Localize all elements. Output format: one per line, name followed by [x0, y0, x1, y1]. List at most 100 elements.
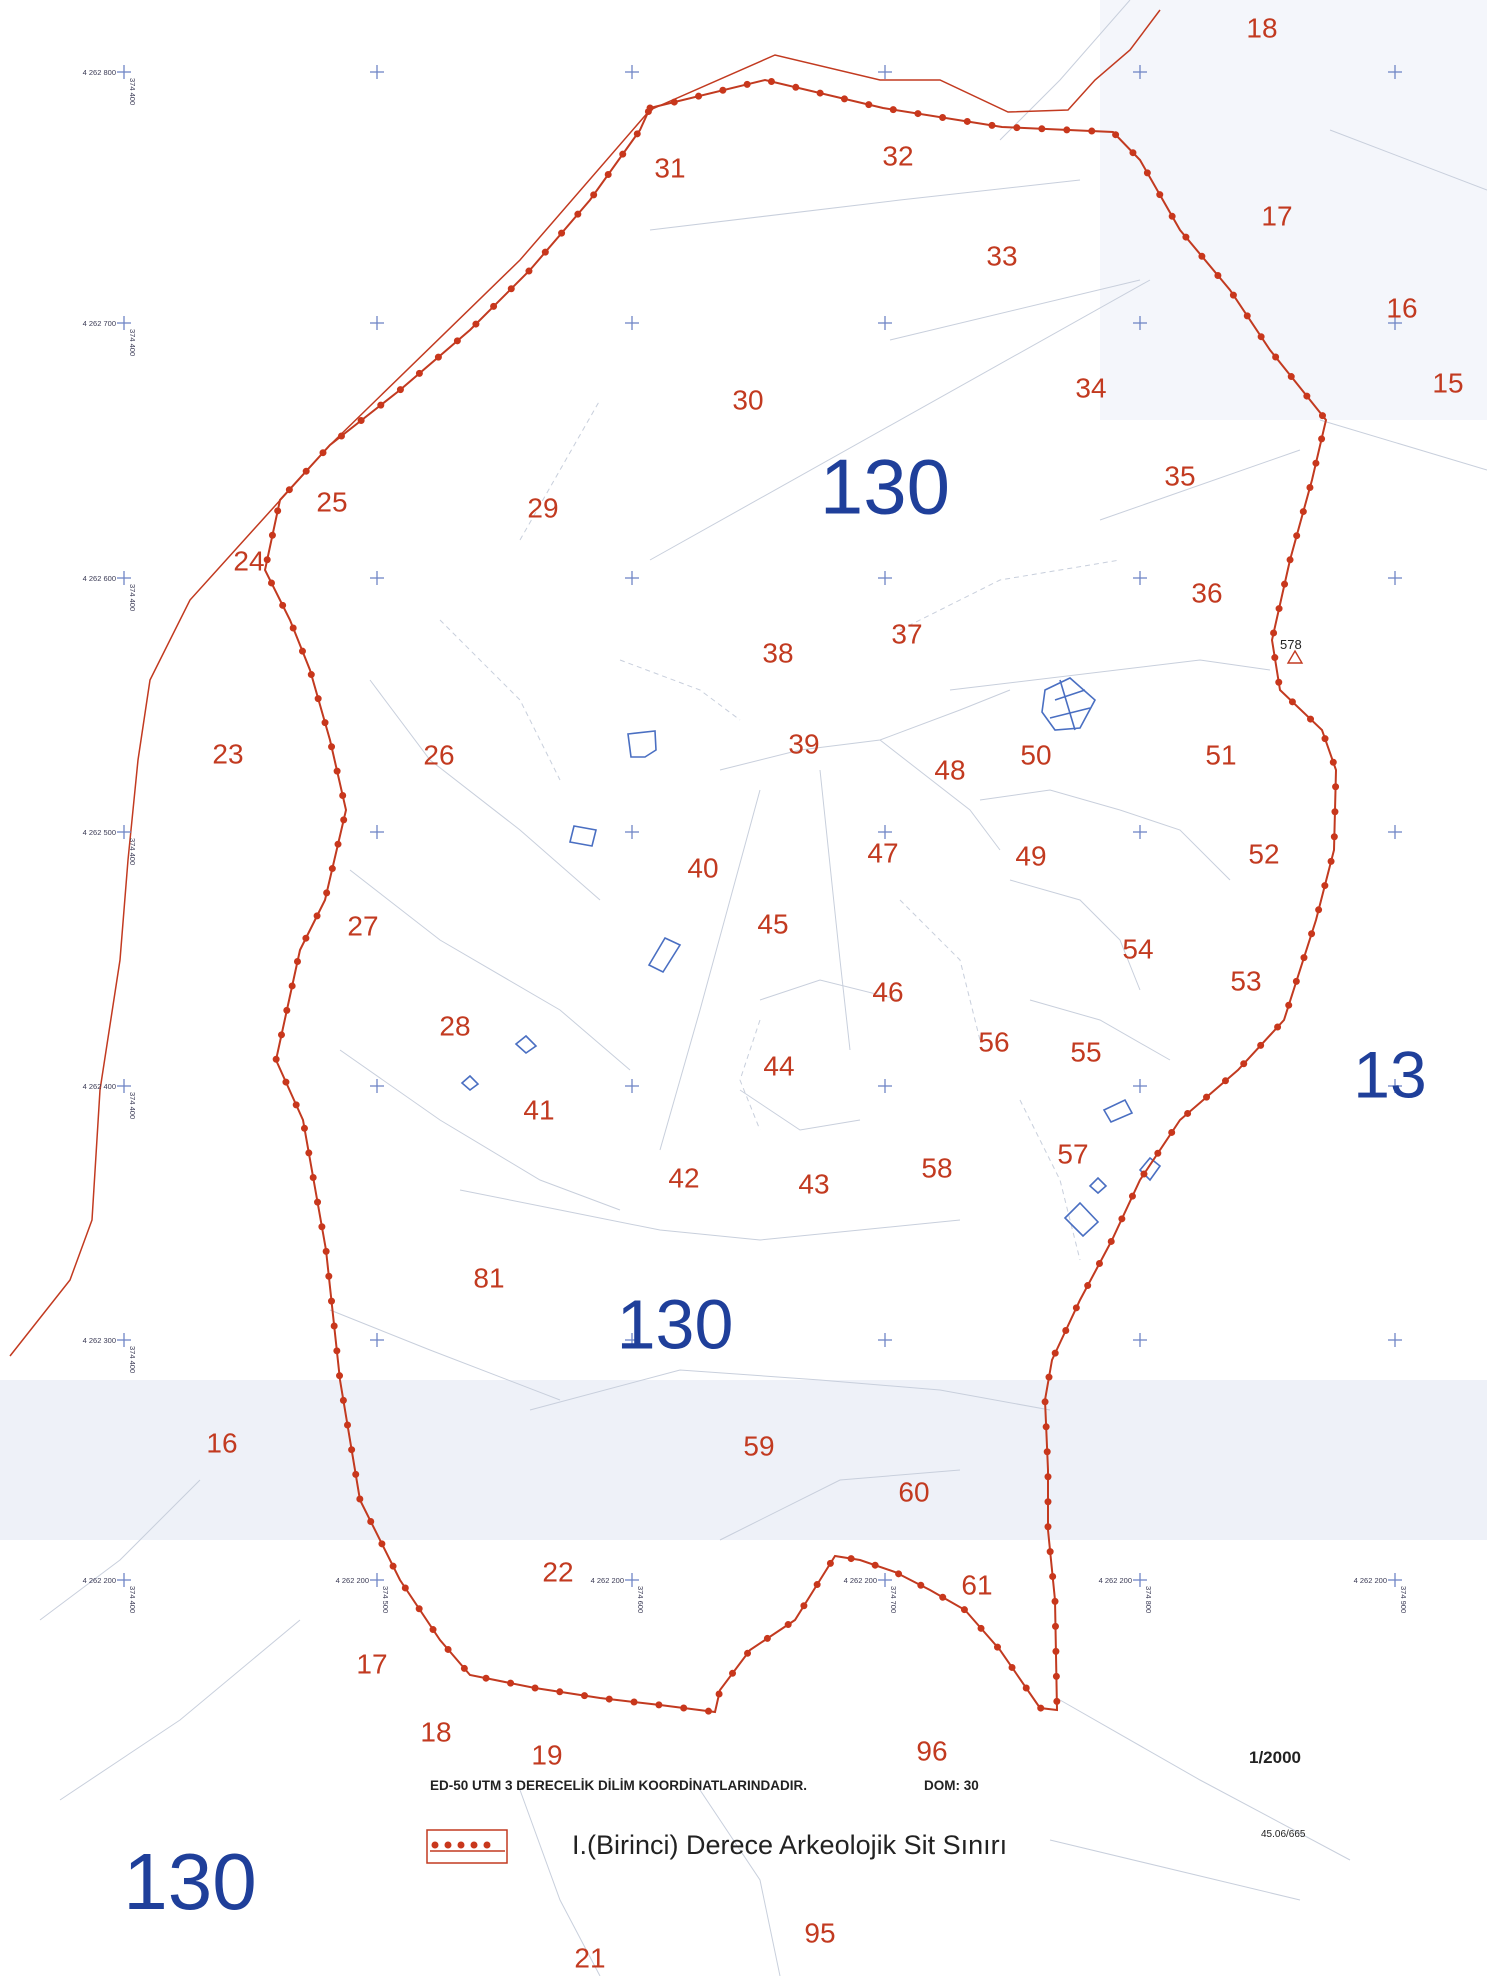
legend-swatch — [426, 1829, 508, 1864]
easting-label: 374 400 — [128, 1586, 137, 1613]
parcel-number: 53 — [1230, 965, 1261, 996]
parcel-number: 21 — [574, 1942, 605, 1973]
parcel-number: 95 — [804, 1917, 835, 1948]
easting-label: 374 500 — [381, 1586, 390, 1613]
parcel-number: 37 — [891, 618, 922, 649]
parcel-number: 27 — [347, 910, 378, 941]
easting-label: 374 400 — [128, 78, 137, 105]
background-wash — [1100, 0, 1487, 420]
grid-cross — [117, 571, 131, 585]
grid-cross — [625, 65, 639, 79]
block-number: 13 — [1353, 1037, 1426, 1111]
grid-cross — [117, 316, 131, 330]
parcel-number: 50 — [1020, 739, 1051, 770]
northing-label: 4 262 200 — [844, 1576, 877, 1585]
parcel-number: 56 — [978, 1026, 1009, 1057]
grid-cross — [625, 825, 639, 839]
grid-cross — [117, 65, 131, 79]
grid-cross — [1133, 1573, 1147, 1587]
grid-cross — [1133, 1333, 1147, 1347]
northing-label: 4 262 200 — [1354, 1576, 1387, 1585]
grid-cross — [370, 825, 384, 839]
northing-label: 4 262 200 — [1099, 1576, 1132, 1585]
parcel-number: 57 — [1057, 1138, 1088, 1169]
grid-cross — [117, 1573, 131, 1587]
parcel-number: 46 — [872, 976, 903, 1007]
grid-cross — [370, 1079, 384, 1093]
grid-cross — [878, 1573, 892, 1587]
grid-cross — [625, 1333, 639, 1347]
scale-label: 1/2000 — [1249, 1748, 1301, 1767]
grid-cross — [1388, 1333, 1402, 1347]
parcel-number: 33 — [986, 240, 1017, 271]
grid-cross — [1133, 316, 1147, 330]
elevation-label: 578 — [1280, 637, 1302, 652]
parcel-number: 59 — [743, 1430, 774, 1461]
grid-cross — [625, 571, 639, 585]
grid-crosses — [117, 65, 1402, 1587]
grid-cross — [370, 316, 384, 330]
parcel-number: 81 — [473, 1262, 504, 1293]
parcel-number: 16 — [1386, 292, 1417, 323]
legend-label: I.(Birinci) Derece Arkeolojik Sit Sınırı — [572, 1830, 1007, 1860]
grid-cross — [1133, 571, 1147, 585]
grid-cross — [1133, 1079, 1147, 1093]
parcel-number: 29 — [527, 492, 558, 523]
easting-label: 374 400 — [128, 584, 137, 611]
grid-cross — [1388, 1079, 1402, 1093]
parcel-number: 32 — [882, 140, 913, 171]
block-number: 130 — [617, 1285, 734, 1363]
parcel-number: 44 — [763, 1050, 794, 1081]
parcel-number: 30 — [732, 384, 763, 415]
legend: I.(Birinci) Derece Arkeolojik Sit Sınırı — [426, 1829, 1007, 1864]
coordinate-system-note: ED-50 UTM 3 DERECELİK DİLİM KOORDİNATLAR… — [430, 1778, 807, 1793]
grid-cross — [1133, 825, 1147, 839]
grid-cross — [370, 571, 384, 585]
parcel-number: 48 — [934, 754, 965, 785]
parcel-number: 34 — [1075, 372, 1106, 403]
grid-cross — [878, 825, 892, 839]
easting-label: 374 400 — [128, 838, 137, 865]
parcel-number: 19 — [531, 1739, 562, 1770]
parcel-number: 38 — [762, 637, 793, 668]
grid-cross — [878, 571, 892, 585]
northing-label: 4 262 200 — [83, 1576, 116, 1585]
grid-cross — [878, 316, 892, 330]
grid-cross — [370, 65, 384, 79]
outer-red-line — [9, 9, 1161, 1357]
parcel-number: 42 — [668, 1162, 699, 1193]
block-number: 130 — [123, 1837, 256, 1926]
parcel-number: 26 — [423, 739, 454, 770]
northing-label: 4 262 800 — [83, 68, 116, 77]
dom-label: DOM: 30 — [924, 1778, 979, 1793]
parcel-number: 15 — [1432, 367, 1463, 398]
parcel-number: 47 — [867, 837, 898, 868]
grid-cross — [1388, 571, 1402, 585]
parcel-number: 24 — [233, 545, 264, 576]
parcel-number: 61 — [961, 1569, 992, 1600]
grid-cross — [878, 1079, 892, 1093]
parcel-number: 45 — [757, 908, 788, 939]
elevation-point: 578 — [1280, 637, 1304, 664]
northing-label: 4 262 600 — [83, 574, 116, 583]
block-number: 130 — [820, 443, 950, 531]
block-numbers: 130 130 130 13 — [123, 443, 1426, 1927]
parcel-number: 58 — [921, 1152, 952, 1183]
northing-label: 4 262 200 — [591, 1576, 624, 1585]
parcel-number: 41 — [523, 1094, 554, 1125]
grid-cross — [878, 65, 892, 79]
parcel-number: 17 — [356, 1648, 387, 1679]
parcel-number: 49 — [1015, 840, 1046, 871]
northing-label: 4 262 200 — [336, 1576, 369, 1585]
background-wash — [0, 1380, 1487, 1540]
grid-cross — [625, 316, 639, 330]
grid-cross — [1388, 1573, 1402, 1587]
parcel-number: 39 — [788, 728, 819, 759]
parcel-number: 60 — [898, 1476, 929, 1507]
site-boundary-line — [263, 78, 1338, 1714]
easting-label: 374 400 — [128, 1092, 137, 1119]
parcel-number: 17 — [1261, 200, 1292, 231]
parcel-number: 40 — [687, 852, 718, 883]
northing-label: 4 262 500 — [83, 828, 116, 837]
